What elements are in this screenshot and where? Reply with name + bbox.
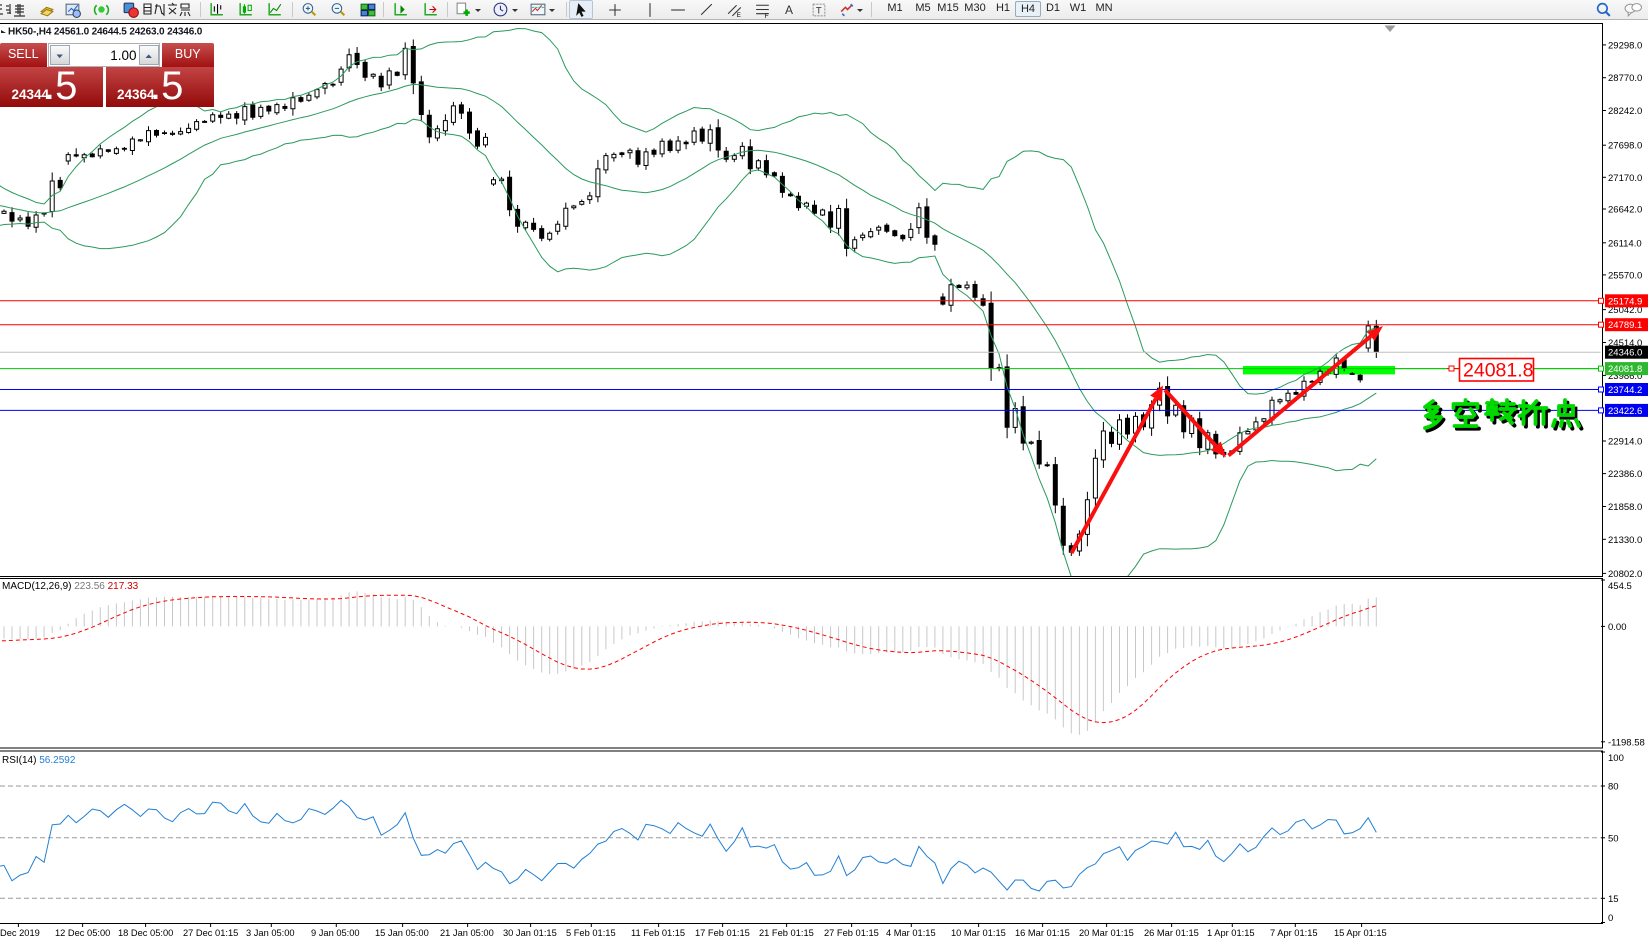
svg-text:1 Apr 01:15: 1 Apr 01:15 (1207, 928, 1255, 938)
svg-text:9 Jan 05:00: 9 Jan 05:00 (311, 928, 360, 938)
svg-text:26114.0: 26114.0 (1608, 238, 1642, 249)
svg-text:7 Apr 01:15: 7 Apr 01:15 (1270, 928, 1318, 938)
svg-text:10 Mar 01:15: 10 Mar 01:15 (951, 928, 1006, 938)
svg-text:11 Feb 01:15: 11 Feb 01:15 (631, 928, 685, 938)
svg-text:T: T (816, 6, 822, 17)
svg-text:27 Dec 01:15: 27 Dec 01:15 (183, 928, 238, 938)
svg-text:15 Apr 01:15: 15 Apr 01:15 (1334, 928, 1387, 938)
svg-text:21330.0: 21330.0 (1608, 535, 1642, 546)
svg-text:23986.0: 23986.0 (1608, 371, 1642, 382)
svg-text:24789.1: 24789.1 (1608, 320, 1642, 331)
svg-text:454.5: 454.5 (1608, 581, 1632, 592)
svg-text:20 Mar 01:15: 20 Mar 01:15 (1079, 928, 1134, 938)
svg-text:80: 80 (1608, 782, 1619, 793)
svg-text:HK50-,H4 24561.0 24644.5 2426: HK50-,H4 24561.0 24644.5 24263.0 24346.0 (8, 27, 203, 38)
svg-text:23744.2: 23744.2 (1608, 385, 1642, 396)
svg-text:20802.0: 20802.0 (1608, 569, 1642, 580)
svg-text:25042.0: 25042.0 (1608, 305, 1642, 316)
svg-text:17 Feb 01:15: 17 Feb 01:15 (695, 928, 750, 938)
svg-text:22386.0: 22386.0 (1608, 469, 1642, 480)
svg-text:24514.0: 24514.0 (1608, 338, 1642, 349)
svg-text:28770.0: 28770.0 (1608, 73, 1642, 84)
svg-text:Dec 2019: Dec 2019 (0, 928, 40, 938)
svg-text:16 Mar 01:15: 16 Mar 01:15 (1015, 928, 1070, 938)
svg-text:24346.0: 24346.0 (1608, 348, 1642, 359)
svg-text:26642.0: 26642.0 (1608, 205, 1642, 216)
svg-text:24081.8: 24081.8 (1463, 360, 1534, 382)
svg-text:15 Jan 05:00: 15 Jan 05:00 (375, 928, 429, 938)
svg-text:5 Feb 01:15: 5 Feb 01:15 (566, 928, 616, 938)
svg-text:22914.0: 22914.0 (1608, 437, 1642, 448)
svg-text:27170.0: 27170.0 (1608, 173, 1642, 184)
svg-text:26 Mar 01:15: 26 Mar 01:15 (1144, 928, 1199, 938)
svg-text:100: 100 (1608, 753, 1624, 764)
svg-text:27698.0: 27698.0 (1608, 141, 1642, 152)
svg-text:18 Dec 05:00: 18 Dec 05:00 (118, 928, 173, 938)
svg-text:29298.0: 29298.0 (1608, 40, 1642, 51)
svg-text:-1198.58: -1198.58 (1608, 737, 1645, 748)
svg-text:0.00: 0.00 (1608, 622, 1627, 633)
svg-text:23422.6: 23422.6 (1608, 406, 1642, 417)
svg-text:15: 15 (1608, 894, 1619, 905)
svg-text:F: F (765, 13, 769, 19)
svg-text:21858.0: 21858.0 (1608, 502, 1642, 513)
svg-text:12 Dec 05:00: 12 Dec 05:00 (55, 928, 110, 938)
svg-text:28242.0: 28242.0 (1608, 106, 1642, 117)
svg-text:30 Jan 01:15: 30 Jan 01:15 (503, 928, 557, 938)
svg-text:A: A (785, 3, 793, 17)
svg-text:27 Feb 01:15: 27 Feb 01:15 (824, 928, 879, 938)
svg-text:0: 0 (1608, 913, 1613, 924)
svg-text:E: E (737, 12, 741, 19)
svg-text:25174.9: 25174.9 (1608, 296, 1642, 307)
svg-text:24081.8: 24081.8 (1608, 364, 1642, 375)
svg-text:MACD(12,26,9) 223.56 217.33: MACD(12,26,9) 223.56 217.33 (2, 581, 139, 592)
svg-text:RSI(14) 56.2592: RSI(14) 56.2592 (2, 755, 76, 766)
svg-text:4 Mar 01:15: 4 Mar 01:15 (886, 928, 936, 938)
svg-text:25570.0: 25570.0 (1608, 270, 1642, 281)
svg-text:50: 50 (1608, 833, 1619, 844)
svg-text:3 Jan 05:00: 3 Jan 05:00 (246, 928, 295, 938)
svg-text:21 Feb 01:15: 21 Feb 01:15 (759, 928, 814, 938)
svg-text:21 Jan 05:00: 21 Jan 05:00 (440, 928, 494, 938)
